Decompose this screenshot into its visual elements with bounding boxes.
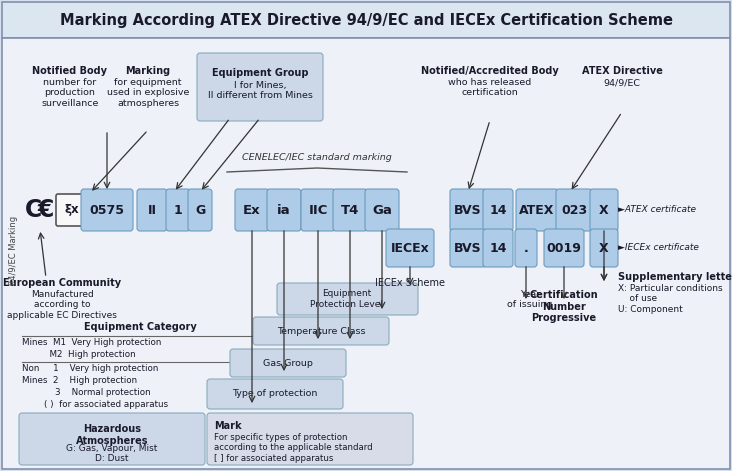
- Text: 94/9/EC: 94/9/EC: [603, 79, 640, 88]
- FancyBboxPatch shape: [267, 189, 301, 231]
- FancyBboxPatch shape: [590, 229, 618, 267]
- Text: X: Particular conditions
    of use
U: Component: X: Particular conditions of use U: Compo…: [618, 284, 722, 314]
- FancyBboxPatch shape: [301, 189, 335, 231]
- FancyBboxPatch shape: [450, 189, 486, 231]
- Text: ►IECEx certificate: ►IECEx certificate: [618, 244, 699, 252]
- Text: I for Mines,
II different from Mines: I for Mines, II different from Mines: [208, 81, 313, 100]
- FancyBboxPatch shape: [207, 379, 343, 409]
- FancyBboxPatch shape: [365, 189, 399, 231]
- Text: for equipment
used in explosive
atmospheres: for equipment used in explosive atmosphe…: [107, 78, 189, 108]
- Text: G: Gas, Vapour, Mist
D: Dust: G: Gas, Vapour, Mist D: Dust: [67, 444, 157, 463]
- Text: Equipment
Protection Level: Equipment Protection Level: [310, 289, 384, 309]
- Text: Notified Body: Notified Body: [32, 66, 108, 76]
- Text: European Community: European Community: [3, 278, 121, 288]
- Text: ATEX Directive: ATEX Directive: [581, 66, 662, 76]
- Text: CENELEC/IEC standard marking: CENELEC/IEC standard marking: [242, 153, 392, 162]
- Text: ia: ia: [277, 203, 291, 217]
- Text: BVS: BVS: [454, 242, 482, 254]
- Text: IECEx Scheme: IECEx Scheme: [375, 278, 445, 288]
- FancyBboxPatch shape: [207, 413, 413, 465]
- Text: 0575: 0575: [89, 203, 124, 217]
- FancyBboxPatch shape: [544, 229, 584, 267]
- Text: number for
production
surveillance: number for production surveillance: [41, 78, 99, 108]
- Text: .: .: [523, 242, 529, 254]
- Text: Ga: Ga: [372, 203, 392, 217]
- FancyBboxPatch shape: [483, 229, 513, 267]
- Text: Temperature Class: Temperature Class: [277, 326, 365, 335]
- Text: II: II: [148, 203, 157, 217]
- Text: Certification
Number
Progressive: Certification Number Progressive: [530, 290, 598, 323]
- Text: ATEX: ATEX: [519, 203, 555, 217]
- FancyBboxPatch shape: [137, 189, 167, 231]
- Text: Gas Group: Gas Group: [263, 358, 313, 367]
- Text: Notified/Accredited Body: Notified/Accredited Body: [421, 66, 559, 76]
- Text: ( )  for associated apparatus: ( ) for associated apparatus: [22, 400, 168, 409]
- FancyBboxPatch shape: [515, 229, 537, 267]
- FancyBboxPatch shape: [19, 413, 205, 465]
- Text: Equipment Group: Equipment Group: [212, 68, 308, 78]
- Text: BVS: BVS: [454, 203, 482, 217]
- Text: Equipment Category: Equipment Category: [83, 322, 196, 332]
- Text: 3    Normal protection: 3 Normal protection: [22, 388, 151, 397]
- Text: For specific types of protection
according to the applicable standard
[ ] for as: For specific types of protection accordi…: [214, 433, 373, 463]
- Text: Mines  M1  Very High protection: Mines M1 Very High protection: [22, 338, 161, 347]
- Text: C: C: [26, 198, 42, 222]
- Text: X: X: [600, 203, 609, 217]
- Text: ξx: ξx: [64, 203, 79, 217]
- FancyBboxPatch shape: [333, 189, 367, 231]
- FancyBboxPatch shape: [516, 189, 558, 231]
- Text: Mark: Mark: [214, 421, 242, 431]
- Text: Hazardous
Atmospheres: Hazardous Atmospheres: [75, 424, 149, 446]
- FancyBboxPatch shape: [253, 317, 389, 345]
- Text: Marking According ATEX Directive 94/9/EC and IECEx Certification Scheme: Marking According ATEX Directive 94/9/EC…: [59, 13, 673, 27]
- Text: 94/9/EC Marking: 94/9/EC Marking: [10, 215, 18, 284]
- FancyBboxPatch shape: [277, 283, 418, 315]
- FancyBboxPatch shape: [556, 189, 592, 231]
- FancyBboxPatch shape: [230, 349, 346, 377]
- Text: Type of protection: Type of protection: [232, 390, 318, 398]
- FancyBboxPatch shape: [2, 2, 730, 38]
- Text: 023: 023: [561, 203, 587, 217]
- Text: Ex: Ex: [243, 203, 261, 217]
- FancyBboxPatch shape: [188, 189, 212, 231]
- Text: Supplementary letter: Supplementary letter: [618, 272, 732, 282]
- FancyBboxPatch shape: [166, 189, 190, 231]
- FancyBboxPatch shape: [197, 53, 323, 121]
- FancyBboxPatch shape: [450, 229, 486, 267]
- FancyBboxPatch shape: [235, 189, 269, 231]
- Text: Manufactured
according to
applicable EC Directives: Manufactured according to applicable EC …: [7, 290, 117, 320]
- FancyBboxPatch shape: [56, 194, 88, 226]
- Text: T4: T4: [341, 203, 359, 217]
- Text: Non     1    Very high protection: Non 1 Very high protection: [22, 364, 158, 373]
- Text: 1: 1: [173, 203, 182, 217]
- FancyBboxPatch shape: [590, 189, 618, 231]
- Text: IECEx: IECEx: [391, 242, 430, 254]
- FancyBboxPatch shape: [2, 38, 730, 469]
- Text: 14: 14: [489, 203, 507, 217]
- FancyBboxPatch shape: [81, 189, 133, 231]
- Text: X: X: [600, 242, 609, 254]
- FancyBboxPatch shape: [483, 189, 513, 231]
- Text: ►ATEX certificate: ►ATEX certificate: [618, 205, 696, 214]
- Text: Mines  2    High protection: Mines 2 High protection: [22, 376, 137, 385]
- Text: IIC: IIC: [308, 203, 328, 217]
- Text: G: G: [195, 203, 205, 217]
- Text: 0019: 0019: [547, 242, 581, 254]
- FancyBboxPatch shape: [386, 229, 434, 267]
- Text: M2  High protection: M2 High protection: [22, 350, 135, 359]
- Text: €: €: [38, 198, 54, 222]
- Text: who has released
certification: who has released certification: [449, 78, 531, 97]
- Text: 14: 14: [489, 242, 507, 254]
- Text: Marking: Marking: [125, 66, 171, 76]
- Text: Year
of issuing: Year of issuing: [507, 290, 553, 309]
